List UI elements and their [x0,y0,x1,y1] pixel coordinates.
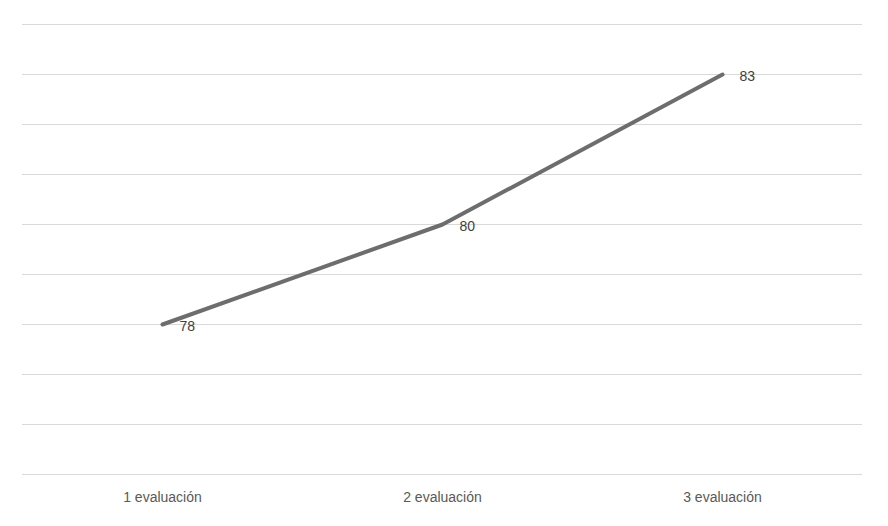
svg-text:78: 78 [180,318,196,334]
svg-text:83: 83 [740,68,756,84]
svg-text:2 evaluación: 2 evaluación [403,489,482,505]
svg-text:80: 80 [460,218,476,234]
svg-text:1 evaluación: 1 evaluación [123,489,202,505]
svg-text:3 evaluación: 3 evaluación [683,489,762,505]
